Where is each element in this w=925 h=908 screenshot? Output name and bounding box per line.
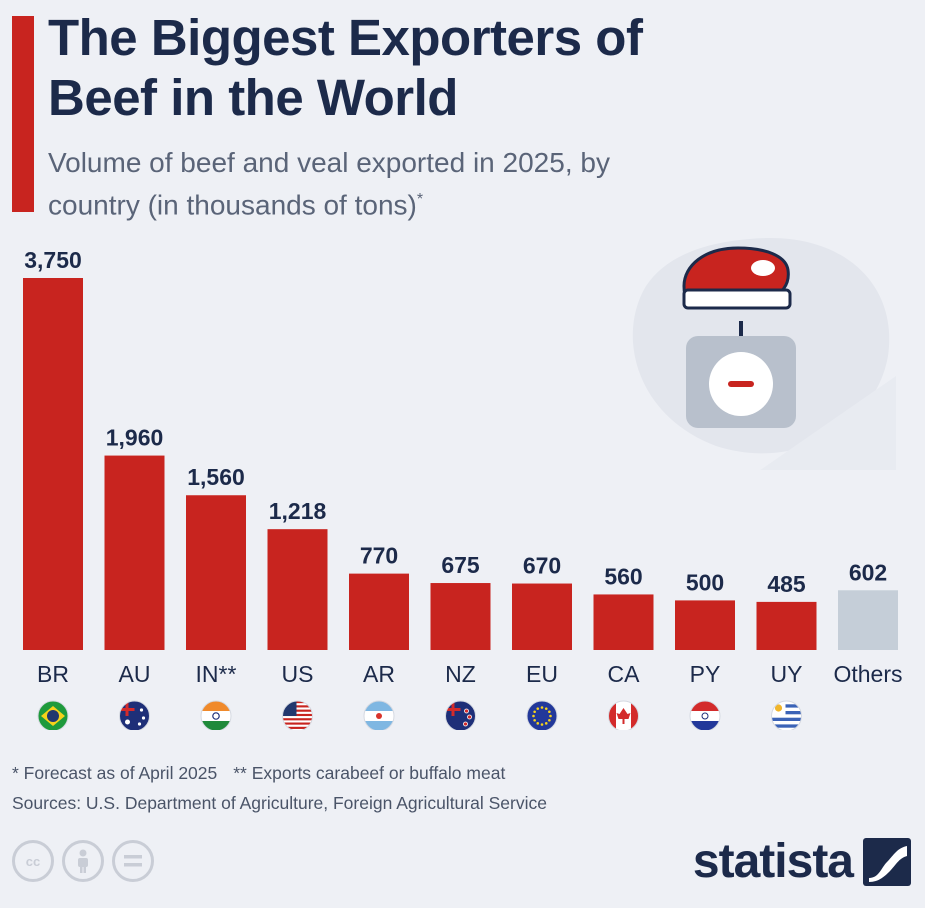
value-label: 770	[360, 543, 398, 569]
bar-au	[104, 455, 165, 650]
value-label: 3,750	[24, 247, 82, 273]
bar-in	[186, 495, 246, 650]
footnote-forecast: * Forecast as of April 2025	[12, 763, 218, 783]
bar-eu	[512, 583, 572, 650]
category-label: IN**	[196, 661, 237, 687]
footnote-line-1: * Forecast as of April 2025 ** Exports ca…	[12, 758, 547, 788]
value-labels-layer: 3,750 1,960 1,560 1,218 770 675 670 560 500 485 60…	[24, 247, 887, 597]
value-label: 1,960	[106, 425, 164, 451]
subtitle-text: Volume of beef and veal exported in 2025…	[48, 147, 610, 221]
statista-logo-icon	[863, 838, 911, 886]
category-label: AU	[119, 661, 151, 687]
value-label: 485	[767, 571, 806, 597]
footnote-sources: Sources: U.S. Department of Agriculture,…	[12, 793, 547, 813]
page-title: The Biggest Exporters of Beef in the Wor…	[48, 9, 643, 126]
category-label: US	[282, 661, 314, 687]
value-label: 670	[523, 553, 561, 579]
paraguay-flag-icon	[689, 700, 721, 730]
bar-us	[267, 529, 328, 650]
european-union-flag-icon	[526, 700, 558, 730]
footnotes: * Forecast as of April 2025 ** Exports ca…	[12, 758, 547, 818]
value-label: 675	[441, 552, 480, 578]
category-label: AR	[363, 661, 395, 687]
cc-icon[interactable]: cc	[12, 840, 54, 882]
accent-bar	[12, 16, 34, 212]
value-label: 1,560	[187, 464, 245, 490]
category-label: NZ	[445, 661, 476, 687]
page-subtitle: Volume of beef and veal exported in 2025…	[48, 144, 688, 223]
canada-flag-icon	[608, 700, 639, 730]
bar-ca	[593, 594, 654, 650]
svg-text:cc: cc	[26, 854, 40, 869]
statista-brand[interactable]: statista	[693, 836, 911, 888]
attribution-icon[interactable]	[62, 840, 104, 882]
bar-chart: 3,750 1,960 1,560 1,218 770 675 670 560 500 485 60…	[23, 247, 903, 730]
footnote-buffalo: ** Exports carabeef or buffalo meat	[233, 763, 506, 783]
bar-py	[675, 600, 735, 650]
category-label: Others	[833, 661, 902, 687]
category-labels-layer: BR AU IN** US AR NZ EU CA PY UY Others	[37, 661, 902, 687]
category-label: PY	[690, 661, 721, 687]
statista-wordmark: statista	[692, 835, 854, 888]
value-label: 500	[686, 569, 724, 595]
bar-nz	[430, 583, 491, 650]
bar-ar	[349, 573, 409, 650]
meat-on-scale-icon	[632, 237, 896, 470]
uruguay-flag-icon	[771, 700, 802, 730]
category-label: EU	[526, 661, 558, 687]
australia-flag-icon	[119, 700, 150, 730]
category-label: BR	[37, 661, 69, 687]
flags-layer	[37, 700, 802, 730]
bar-uy	[756, 601, 817, 650]
new-zealand-flag-icon	[445, 700, 476, 730]
value-label: 560	[604, 563, 642, 589]
category-label: CA	[608, 661, 641, 687]
usa-flag-icon	[282, 700, 313, 730]
argentina-flag-icon	[363, 700, 395, 730]
value-label: 1,218	[269, 498, 327, 524]
bars-layer	[23, 278, 898, 650]
value-label: 602	[849, 559, 887, 585]
bar-others	[838, 590, 898, 650]
no-derivatives-icon[interactable]	[112, 840, 154, 882]
bar-br	[23, 278, 83, 650]
india-flag-icon	[200, 700, 232, 730]
category-label: UY	[771, 661, 803, 687]
subtitle-footnote-mark: *	[416, 191, 424, 208]
brazil-flag-icon	[37, 700, 69, 730]
license-badges: cc	[12, 840, 154, 882]
